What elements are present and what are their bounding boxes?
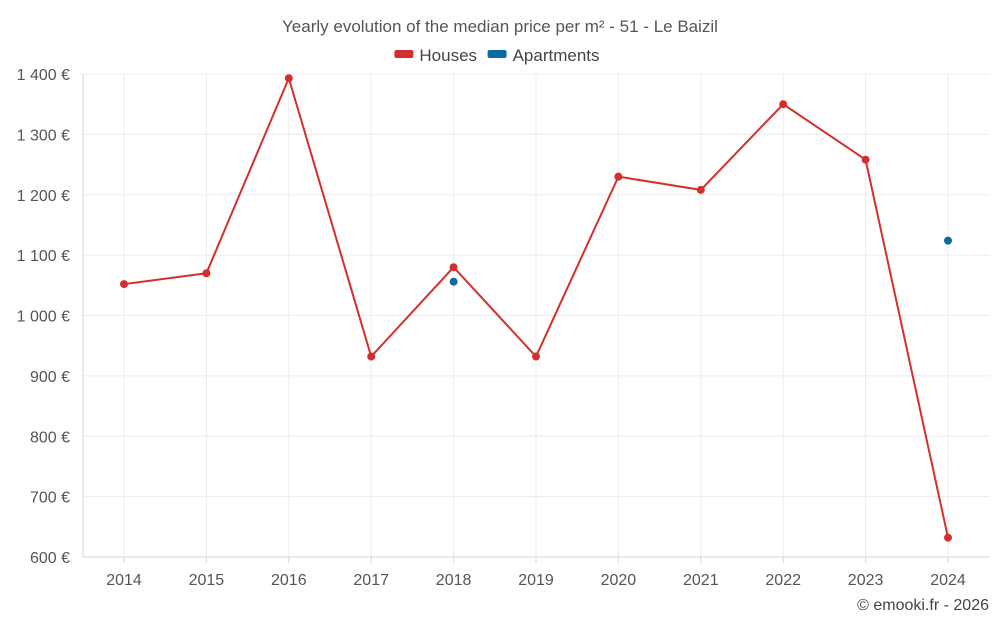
y-tick-label: 600 € [30,550,70,567]
x-tick-label: 2018 [436,572,472,589]
y-tick-label: 1 400 € [17,67,70,84]
y-tick-label: 900 € [30,369,70,386]
x-tick-label: 2016 [271,572,307,589]
data-point-houses [367,352,376,361]
y-tick-label: 1 200 € [17,188,70,205]
y-tick-label: 1 300 € [17,127,70,144]
data-point-apartments [449,277,458,286]
chart-title: Yearly evolution of the median price per… [282,17,718,36]
x-tick-label: 2023 [848,572,884,589]
series-layer [120,74,952,542]
series-houses [120,74,952,542]
legend: Houses Apartments [394,46,600,65]
x-tick-label: 2024 [930,572,966,589]
y-tick-label: 1 000 € [17,309,70,326]
x-tick-label: 2014 [106,572,142,589]
data-point-houses [779,100,788,109]
x-tick-label: 2021 [683,572,719,589]
x-tick-label: 2015 [189,572,225,589]
x-tick-label: 2022 [765,572,801,589]
data-point-houses [284,74,293,83]
data-point-houses [696,185,705,194]
x-tick-label: 2019 [518,572,554,589]
data-point-houses [449,263,458,272]
data-point-houses [120,280,128,289]
legend-swatch-apartments [487,50,507,58]
y-tick-label: 700 € [30,490,70,507]
credit-text: © emooki.fr - 2026 [857,597,989,614]
legend-label-apartments: Apartments [513,46,600,65]
legend-label-houses: Houses [419,46,477,65]
series-apartments [449,236,952,286]
data-point-apartments [944,236,952,245]
data-point-houses [861,155,870,164]
data-point-houses [614,172,623,181]
data-point-houses [202,269,211,278]
x-tick-label: 2020 [601,572,637,589]
y-tick-label: 1 100 € [17,248,70,265]
legend-swatch-houses [394,50,414,58]
y-tick-label: 800 € [30,429,70,446]
x-tick-label: 2017 [353,572,389,589]
data-point-houses [532,352,540,361]
grid [83,73,990,557]
axes: 600 € 700 € 800 € 900 € 1 000 € 1 100 € 1 200 … [17,67,990,589]
data-point-houses [944,533,952,542]
